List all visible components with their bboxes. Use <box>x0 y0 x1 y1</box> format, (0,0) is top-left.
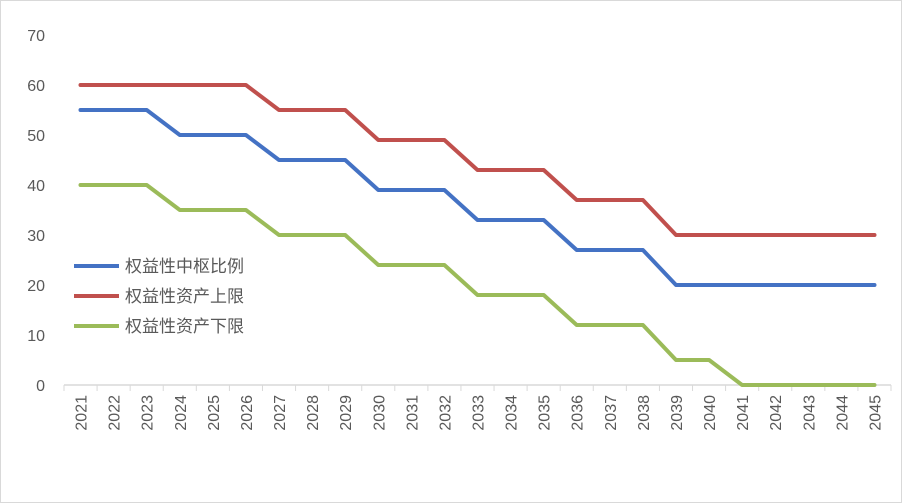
x-tick-label: 2021 <box>74 395 91 431</box>
y-tick-label: 70 <box>27 28 45 45</box>
x-tick-label: 2033 <box>471 395 488 431</box>
y-tick-label: 40 <box>27 178 45 195</box>
x-tick-label: 2026 <box>239 395 256 431</box>
x-tick-label: 2028 <box>305 395 322 431</box>
legend-label: 权益性资产下限 <box>125 317 244 337</box>
legend-item: 权益性中枢比例 <box>74 257 244 277</box>
x-tick-label: 2035 <box>537 395 554 431</box>
x-tick-label: 2045 <box>867 395 884 431</box>
x-tick-label: 2029 <box>338 395 355 431</box>
x-tick-label: 2041 <box>735 395 752 431</box>
y-tick-label: 20 <box>27 278 45 295</box>
y-tick-label: 0 <box>36 378 45 395</box>
x-tick-label: 2040 <box>702 395 719 431</box>
x-tick-label: 2023 <box>140 395 157 431</box>
y-axis-tick-labels: 0 10 20 30 40 50 60 70 <box>27 28 45 395</box>
series-line-1 <box>78 108 877 287</box>
x-tick-label: 2025 <box>206 395 223 431</box>
x-tick-label: 2024 <box>173 395 190 431</box>
x-tick-label: 2030 <box>371 395 388 431</box>
x-tick-label: 2034 <box>504 395 521 431</box>
series-line-3 <box>78 183 877 387</box>
series-line-2 <box>78 83 877 237</box>
x-tick-label: 2036 <box>570 395 587 431</box>
x-tick-label: 2043 <box>801 395 818 431</box>
x-tick-label: 2031 <box>404 395 421 431</box>
x-tick-label: 2039 <box>669 395 686 431</box>
y-tick-label: 60 <box>27 78 45 95</box>
y-tick-label: 30 <box>27 228 45 245</box>
x-axis: 2021 2022 2023 2024 2025 2026 2027 2028 2029 2030… <box>63 384 892 431</box>
x-tick-label: 2022 <box>107 395 124 431</box>
x-tick-label: 2027 <box>272 395 289 431</box>
x-tick-label: 2038 <box>636 395 653 431</box>
y-tick-label: 10 <box>27 328 45 345</box>
legend-label: 权益性中枢比例 <box>125 257 244 277</box>
series-lines <box>78 83 877 387</box>
x-tick-label: 2042 <box>768 395 785 431</box>
x-tick-label: 2037 <box>603 395 620 431</box>
x-tick-label: 2044 <box>834 395 851 431</box>
y-tick-label: 50 <box>27 128 45 145</box>
x-tick-label: 2032 <box>437 395 454 431</box>
legend-item: 权益性资产上限 <box>74 287 244 307</box>
legend-label: 权益性资产上限 <box>125 287 244 307</box>
legend-item: 权益性资产下限 <box>74 317 244 337</box>
